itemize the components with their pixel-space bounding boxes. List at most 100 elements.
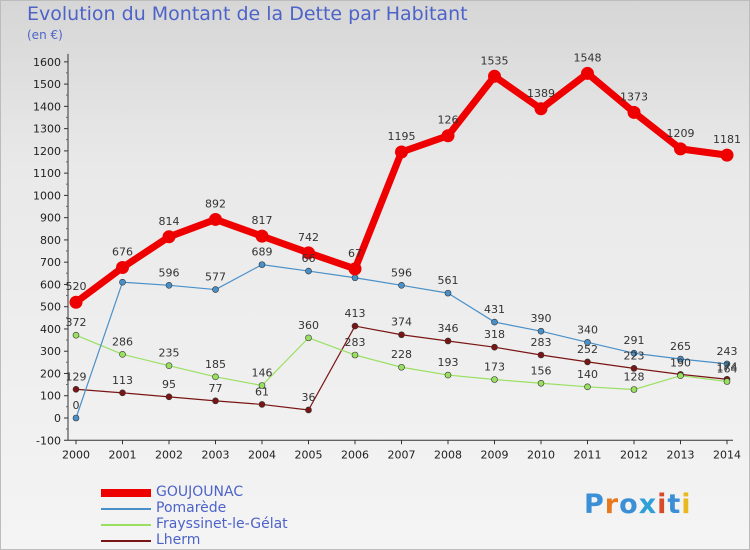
- logo-letter: t: [667, 489, 682, 520]
- data-point: [212, 286, 219, 293]
- data-label: 340: [577, 323, 598, 336]
- data-label: 173: [484, 360, 505, 373]
- data-label: 291: [624, 334, 645, 347]
- data-label: 372: [66, 316, 87, 329]
- data-point: [395, 145, 408, 159]
- data-point: [398, 331, 405, 339]
- data-point: [165, 282, 173, 289]
- y-tick-label: 900: [40, 212, 61, 225]
- y-tick-label: 1100: [33, 167, 61, 180]
- data-point: [119, 389, 126, 397]
- y-tick-label: -100: [36, 434, 61, 447]
- data-point: [119, 278, 126, 286]
- data-point: [630, 365, 638, 372]
- data-point: [398, 363, 405, 371]
- data-point: [630, 349, 638, 357]
- legend-swatch: [101, 540, 151, 542]
- y-tick-label: 500: [40, 301, 61, 314]
- line-chart: -100 0 100 200 300 400 500 600 700 800 900 1000 1100…: [33, 51, 742, 461]
- y-tick-label: 300: [40, 345, 61, 358]
- data-point: [491, 343, 498, 351]
- x-tick-label: 2013: [667, 448, 695, 461]
- x-tick-label: 2005: [295, 448, 323, 461]
- data-label: 596: [391, 266, 412, 279]
- data-label: 0: [73, 399, 80, 412]
- data-point: [491, 318, 498, 326]
- data-label: 283: [345, 336, 366, 349]
- data-point: [258, 382, 266, 389]
- legend-swatch: [101, 524, 151, 526]
- chart-title: Evolution du Montant de la Dette par Hab…: [27, 3, 468, 25]
- data-point: [69, 295, 83, 309]
- data-point: [584, 383, 591, 391]
- data-label: 892: [205, 197, 226, 210]
- data-label: 1389: [527, 87, 555, 100]
- data-label: 689: [252, 246, 273, 259]
- y-tick-label: 1300: [33, 123, 61, 136]
- data-point: [348, 262, 362, 276]
- data-label: 1181: [713, 133, 741, 146]
- data-label: 817: [252, 214, 273, 227]
- data-point: [305, 267, 312, 275]
- data-point: [630, 386, 638, 393]
- data-label: 164: [717, 362, 738, 375]
- data-label: 140: [577, 368, 598, 381]
- data-label: 66: [302, 252, 316, 265]
- data-label: 561: [438, 274, 459, 287]
- data-point: [584, 339, 591, 346]
- data-label: 223: [624, 349, 645, 362]
- data-point: [677, 355, 684, 363]
- data-point: [444, 337, 452, 345]
- data-label: 113: [112, 374, 133, 387]
- proxiti-logo: Proxiti: [584, 489, 692, 520]
- data-label: 742: [298, 231, 319, 244]
- data-label: 520: [66, 280, 87, 293]
- data-point: [165, 393, 173, 401]
- logo-letter: r: [604, 489, 620, 520]
- data-label: 252: [577, 343, 598, 356]
- data-point: [305, 406, 312, 414]
- y-tick-label: 800: [40, 234, 61, 247]
- data-point: [72, 331, 80, 339]
- data-point: [441, 129, 455, 143]
- y-tick-label: 1600: [33, 56, 61, 69]
- data-label: 193: [438, 356, 459, 369]
- y-tick-label: 1000: [33, 189, 61, 202]
- data-label: 1209: [667, 127, 695, 140]
- data-point: [72, 385, 80, 393]
- x-tick-label: 2004: [248, 448, 276, 461]
- x-tick-label: 2010: [527, 448, 555, 461]
- data-label: 228: [391, 348, 412, 361]
- data-point: [491, 376, 498, 383]
- data-label: 185: [205, 358, 226, 371]
- y-tick-label: 100: [40, 390, 61, 403]
- y-tick-label: 600: [40, 278, 61, 291]
- data-point: [255, 229, 269, 243]
- y-tick-label: 1500: [33, 78, 61, 91]
- data-label: 1373: [620, 90, 648, 103]
- chart-subtitle: (en €): [27, 28, 63, 42]
- y-tick-label: 700: [40, 256, 61, 269]
- data-point: [444, 371, 452, 379]
- data-point: [581, 66, 594, 80]
- data-label: 413: [345, 307, 366, 320]
- data-point: [165, 362, 173, 369]
- data-label: 346: [438, 322, 459, 335]
- data-label: 283: [531, 336, 552, 349]
- x-tick-label: 2014: [713, 448, 741, 461]
- data-point: [444, 289, 452, 297]
- data-label: 1535: [481, 54, 509, 67]
- x-tick-label: 2008: [434, 448, 462, 461]
- data-label: 676: [112, 246, 133, 259]
- data-point: [72, 414, 80, 422]
- data-point: [162, 230, 176, 244]
- data-label: 95: [162, 378, 176, 391]
- legend-label: GOUJOUNAC: [156, 484, 244, 500]
- x-tick-label: 2001: [109, 448, 137, 461]
- data-label: 814: [159, 215, 180, 228]
- data-label: 36: [302, 391, 316, 404]
- data-label: 77: [209, 382, 223, 395]
- data-labels: 520 676 814 892 817 742 67 1195 126 1535 1389 1548 1…: [66, 51, 742, 412]
- data-label: 174: [717, 360, 738, 373]
